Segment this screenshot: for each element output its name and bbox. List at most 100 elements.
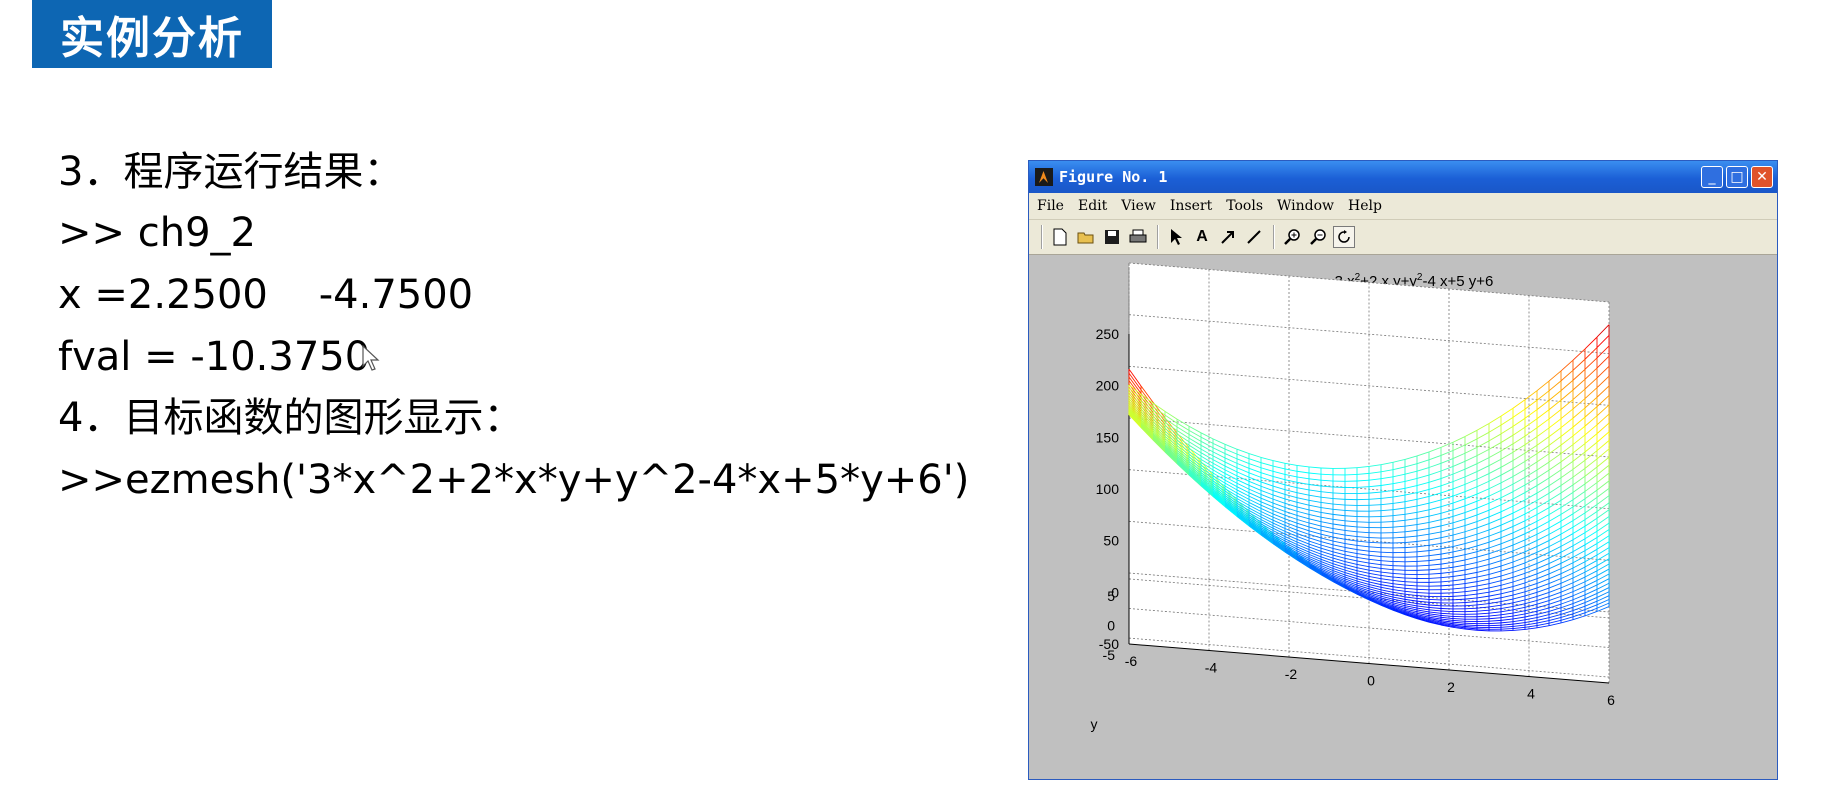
text-tool-icon[interactable]: A — [1196, 228, 1208, 245]
mesh-line — [1596, 440, 1610, 452]
mesh-line — [1368, 593, 1382, 599]
mesh-line — [1188, 463, 1202, 474]
mesh-line — [1188, 467, 1202, 478]
select-arrow-icon[interactable] — [1165, 226, 1187, 248]
close-button[interactable]: ✕ — [1751, 166, 1773, 188]
menu-tools[interactable]: Tools — [1226, 198, 1264, 214]
rotate-3d-icon[interactable] — [1333, 226, 1355, 248]
mesh-line — [1260, 462, 1274, 467]
mesh-line — [1392, 608, 1406, 614]
menu-insert[interactable]: Insert — [1169, 198, 1213, 214]
mesh-line — [1284, 493, 1298, 499]
mesh-line — [1452, 595, 1466, 597]
mesh-line — [1584, 543, 1598, 552]
mesh-line — [1476, 629, 1490, 632]
line-tool-icon[interactable] — [1243, 226, 1265, 248]
mesh-line — [1392, 602, 1406, 607]
mesh-line — [1500, 615, 1514, 619]
mesh-line — [1428, 607, 1442, 609]
zoom-in-icon[interactable] — [1281, 226, 1303, 248]
z-tick-label: 100 — [1096, 481, 1120, 497]
toolbar-grip — [1041, 225, 1043, 249]
mesh-line — [1452, 531, 1466, 536]
menu-file[interactable]: File — [1037, 198, 1064, 214]
mesh-line — [1392, 605, 1406, 610]
mesh-line — [1356, 570, 1370, 574]
mesh-line — [1380, 521, 1394, 523]
mesh-line — [1200, 462, 1214, 471]
mesh-line — [1260, 504, 1274, 511]
mesh-line — [1440, 515, 1454, 521]
mesh-line — [1224, 482, 1238, 491]
mesh-line — [1224, 465, 1238, 473]
mesh-line — [1440, 588, 1454, 591]
mesh-line — [1596, 602, 1610, 609]
mesh-line — [1296, 529, 1310, 535]
zoom-out-icon[interactable] — [1307, 226, 1329, 248]
mesh-line — [1500, 576, 1514, 582]
mesh-line — [1476, 488, 1490, 495]
mesh-line — [1572, 434, 1586, 445]
menu-edit[interactable]: Edit — [1077, 198, 1108, 214]
mesh-line — [1356, 592, 1370, 599]
mesh-line — [1476, 431, 1490, 440]
mesh-line — [1188, 425, 1202, 434]
minimize-button[interactable]: _ — [1701, 166, 1723, 188]
arrow-tool-icon[interactable] — [1217, 226, 1239, 248]
mesh-line — [1488, 489, 1502, 497]
mesh-line — [1560, 539, 1574, 547]
mesh-line — [1344, 578, 1358, 584]
window-titlebar[interactable]: Figure No. 1 _ □ ✕ — [1029, 161, 1777, 193]
mesh-line — [1368, 588, 1382, 593]
mesh-line — [1476, 502, 1490, 509]
mesh-line — [1512, 591, 1526, 596]
mesh-line — [1128, 409, 1142, 423]
mesh-line — [1308, 472, 1322, 475]
mesh-line — [1140, 425, 1154, 438]
mesh-line — [1476, 465, 1490, 472]
menu-help[interactable]: Help — [1348, 198, 1382, 214]
mesh-line — [1428, 548, 1442, 552]
menu-window[interactable]: Window — [1277, 198, 1335, 214]
mesh-line — [1392, 466, 1406, 471]
mesh-line — [1140, 419, 1154, 432]
mesh-line — [1248, 480, 1262, 487]
slide-title: 实例分析 — [60, 13, 244, 64]
mesh-line — [1128, 380, 1142, 398]
mesh-line — [1344, 530, 1358, 533]
x-result-line: x =2.2500 -4.7500 — [58, 272, 474, 318]
mesh-line — [1536, 578, 1550, 584]
mesh-line — [1560, 595, 1574, 601]
maximize-button[interactable]: □ — [1726, 166, 1748, 188]
mesh-line — [1272, 513, 1286, 520]
mesh-line — [1164, 418, 1178, 428]
mesh-line — [1524, 625, 1538, 628]
z-tick-label: 250 — [1096, 326, 1120, 342]
mesh-line — [1584, 387, 1598, 399]
mesh-line — [1524, 568, 1538, 574]
mesh-line — [1440, 502, 1454, 508]
mesh-line — [1440, 540, 1454, 544]
mesh-line — [1416, 611, 1430, 615]
mesh-line — [1248, 492, 1262, 499]
mesh-plot[interactable]: 3 x2+2 x y+y2-4 x+5 y+6 250200150100500-… — [1029, 253, 1777, 780]
mesh-line — [1596, 591, 1610, 598]
mesh-line — [1152, 430, 1166, 442]
mesh-line — [1596, 464, 1610, 476]
figure-window[interactable]: Figure No. 1 _ □ ✕ File Edit View Insert… — [1028, 160, 1778, 780]
mesh-line — [1428, 512, 1442, 517]
save-icon[interactable] — [1101, 226, 1123, 248]
menu-view[interactable]: View — [1121, 198, 1156, 214]
mesh-line — [1512, 533, 1526, 540]
open-folder-icon[interactable] — [1075, 226, 1097, 248]
mesh-line — [1284, 545, 1298, 553]
mesh-line — [1296, 557, 1310, 565]
mesh-line — [1440, 624, 1454, 628]
mesh-line — [1248, 507, 1262, 515]
print-icon[interactable] — [1127, 226, 1149, 248]
mesh-line — [1596, 516, 1610, 526]
new-file-icon[interactable] — [1049, 226, 1071, 248]
mesh-line — [1368, 597, 1382, 603]
mesh-line — [1476, 523, 1490, 529]
mesh-line — [1476, 573, 1490, 578]
